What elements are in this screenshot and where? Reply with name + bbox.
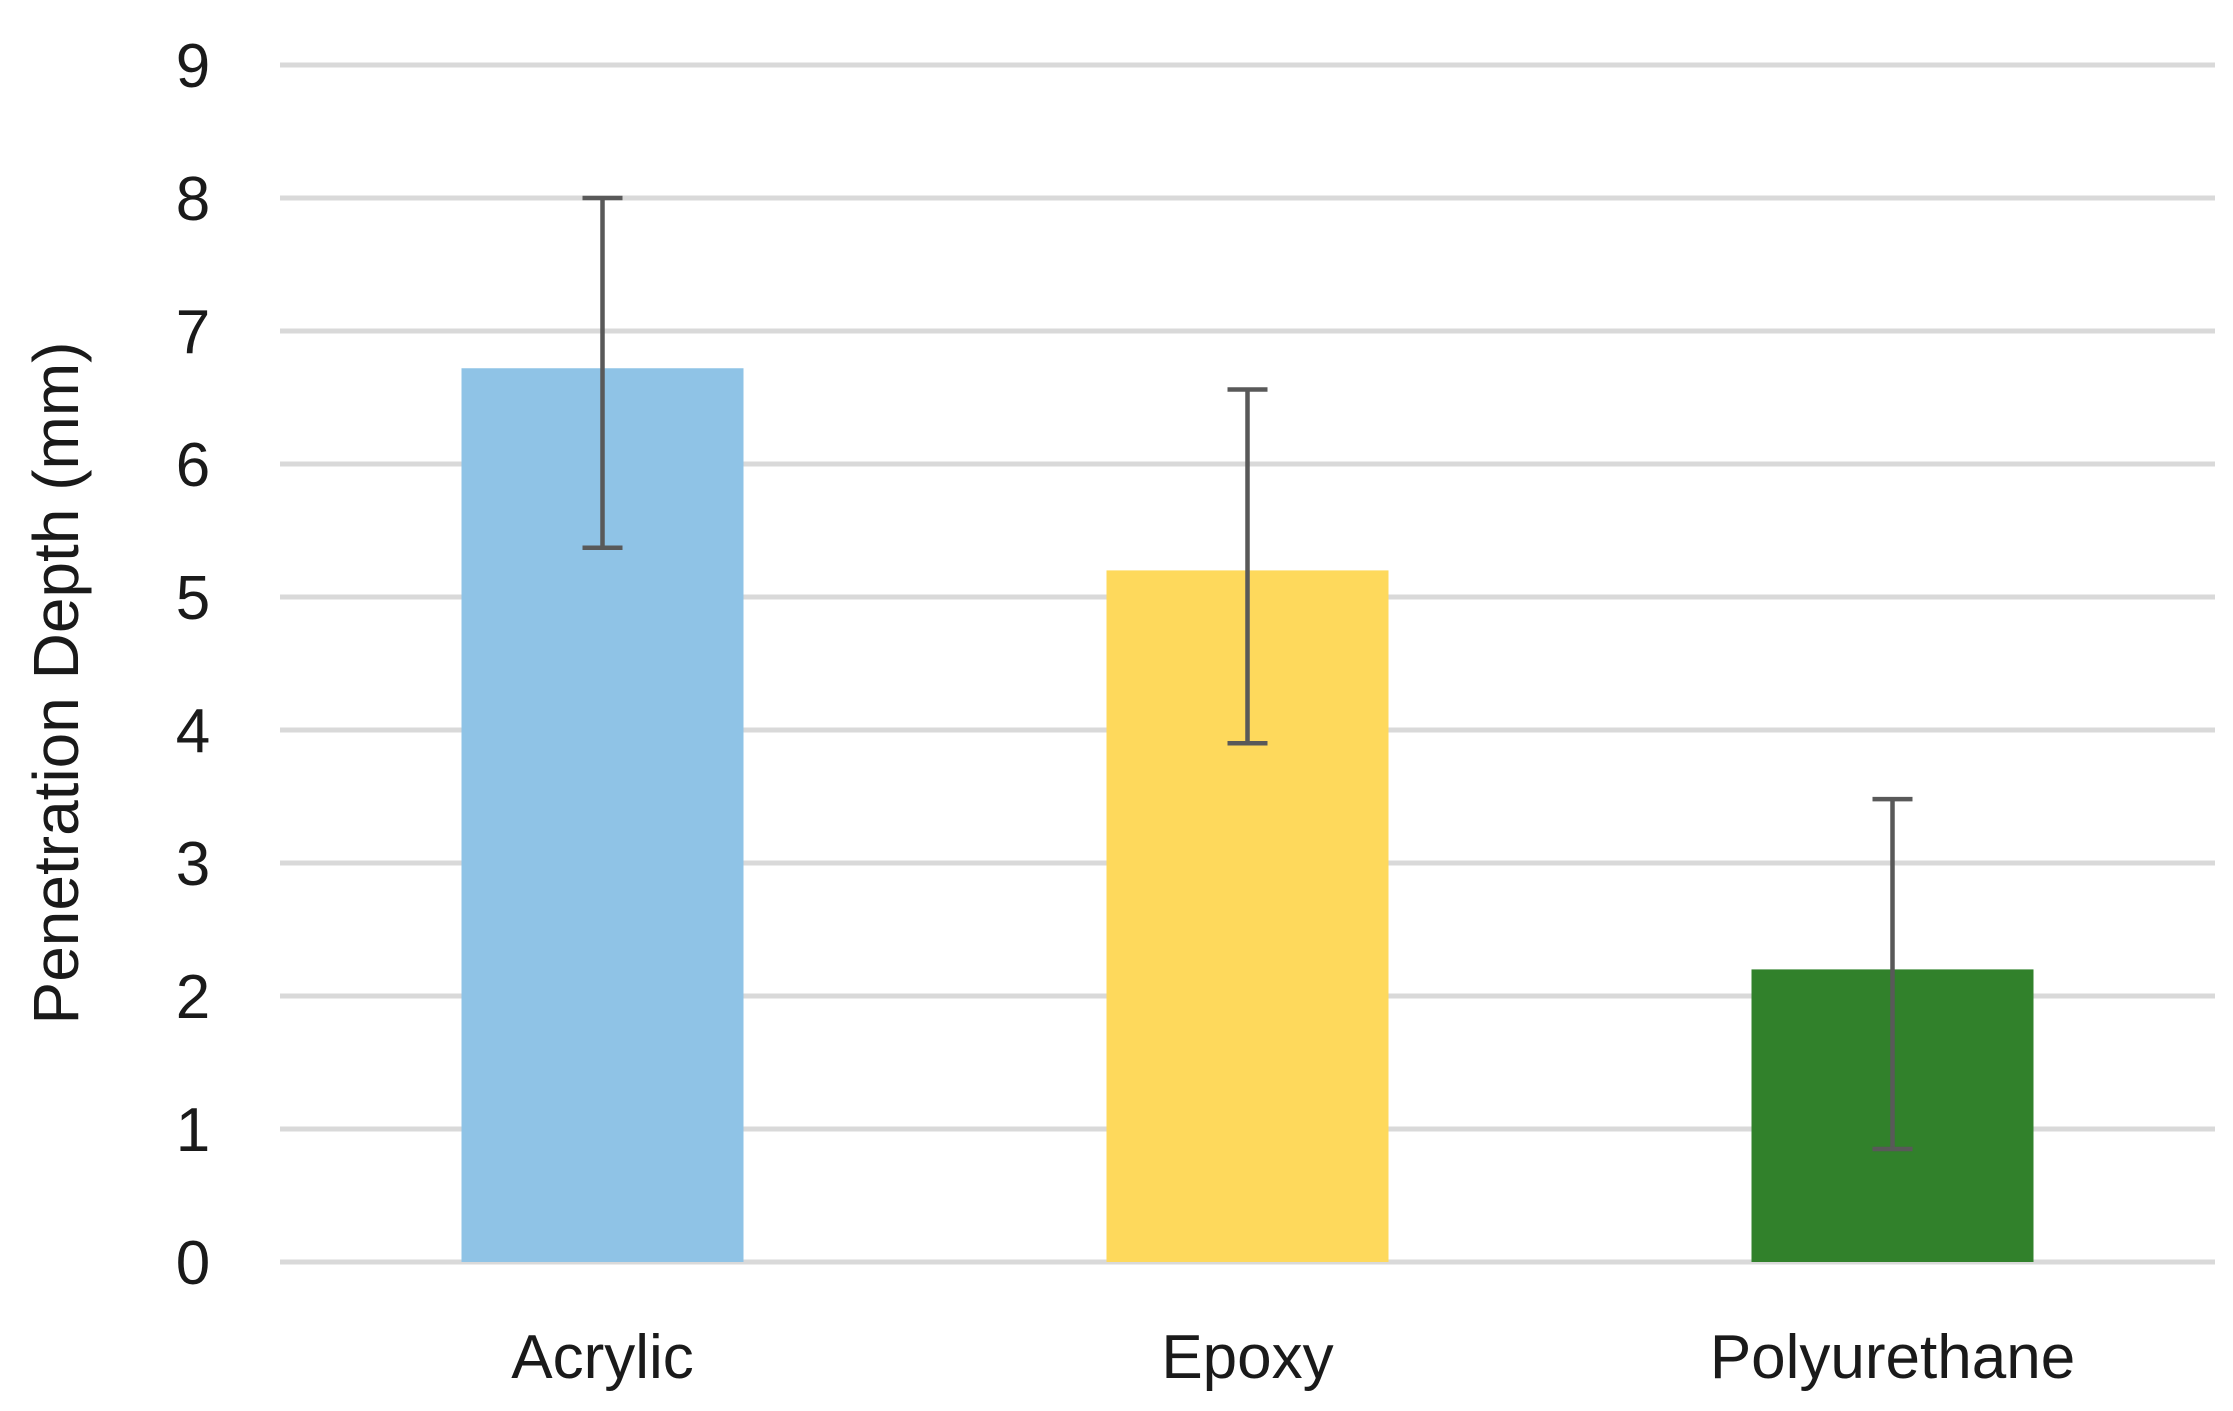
y-tick-label: 0 [176,1229,210,1298]
x-category-label: Polyurethane [1710,1323,2075,1392]
y-tick-label: 6 [176,431,210,500]
x-axis-categories: Acrylic Epoxy Polyurethane [511,1323,2075,1392]
y-tick-label: 1 [176,1096,210,1165]
y-tick-label: 3 [176,830,210,899]
error-bars [582,195,1913,1152]
x-category-label: Acrylic [511,1323,694,1392]
y-axis-ticks: 0 1 2 3 4 5 6 7 8 9 [176,32,210,1298]
y-tick-label: 2 [176,963,210,1032]
x-category-label: Epoxy [1161,1323,1333,1392]
y-tick-label: 8 [176,165,210,234]
y-tick-label: 4 [176,697,210,766]
y-tick-label: 5 [176,564,210,633]
y-axis-title: Penetration Depth (mm) [20,342,92,1025]
y-tick-label: 7 [176,298,210,367]
y-tick-label: 9 [176,32,210,101]
